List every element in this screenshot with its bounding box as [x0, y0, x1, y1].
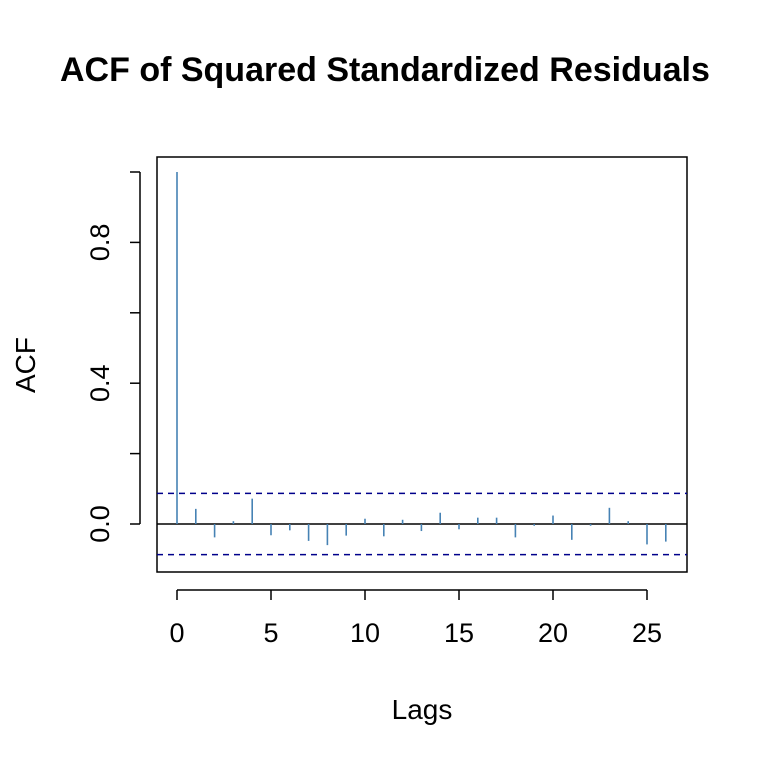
- y-axis-label: ACF: [10, 337, 41, 393]
- y-tick-label-0.0: 0.0: [85, 505, 115, 543]
- y-tick-label-0.8: 0.8: [85, 224, 115, 262]
- y-tick-label-0.4: 0.4: [85, 364, 115, 402]
- x-tick-label-5: 5: [263, 618, 278, 648]
- axes: 0 5 10 15 20 25 0.0 0.4 0.8: [85, 171, 662, 648]
- x-tick-label-25: 25: [632, 618, 662, 648]
- plot-area: [157, 172, 687, 556]
- x-axis-label: Lags: [392, 694, 453, 725]
- x-tick-label-0: 0: [169, 618, 184, 648]
- chart-title: ACF of Squared Standardized Residuals: [60, 51, 710, 89]
- plot-frame: [156, 156, 688, 573]
- x-tick-label-20: 20: [538, 618, 568, 648]
- x-tick-label-15: 15: [444, 618, 474, 648]
- x-tick-label-10: 10: [350, 618, 380, 648]
